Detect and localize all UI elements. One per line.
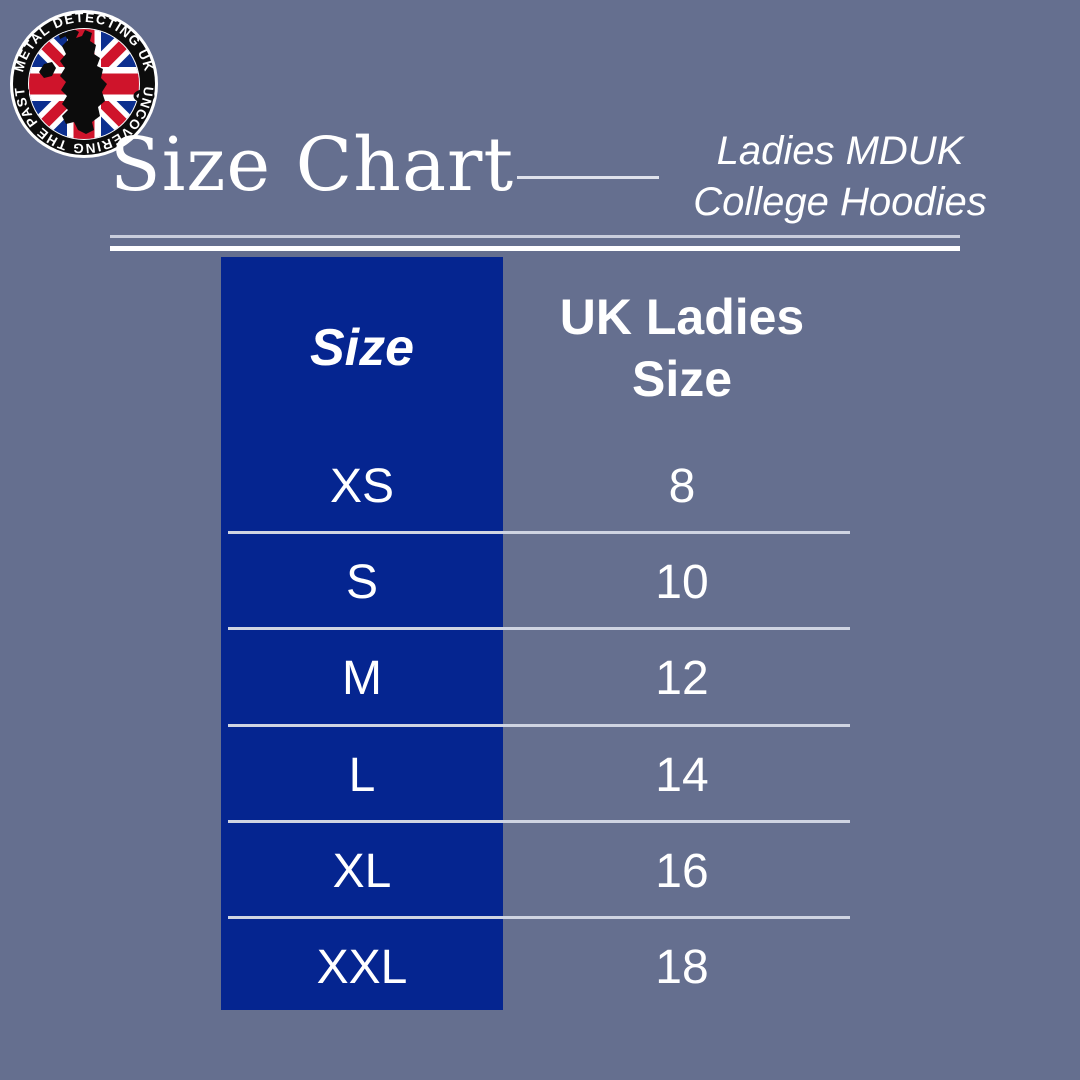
size-column-background: [221, 257, 503, 1010]
table-row: XS 8: [221, 439, 861, 535]
table-header-row: Size UK Ladies Size: [221, 257, 861, 439]
cell-uk-size: 8: [668, 460, 696, 513]
size-chart-table: Size UK Ladies Size XS 8 S 10 M 12 L 14 …: [0, 257, 1080, 1010]
cell-uk-size: 10: [655, 556, 709, 609]
table-row: XXL 18: [221, 920, 861, 1016]
cell-uk-size: 12: [655, 652, 709, 705]
column-header-size: Size: [309, 319, 415, 377]
page-header: Size Chart Ladies MDUK College Hoodies: [0, 120, 1080, 240]
row-divider: [228, 820, 850, 823]
column-header-uk-ladies-size: UK Ladies Size: [559, 289, 805, 407]
cell-uk-size: 18: [655, 941, 709, 994]
table-row: S 10: [221, 535, 861, 631]
cell-uk-size: 16: [655, 845, 709, 898]
spade-icon: [19, 61, 29, 100]
cell-uk-size: 14: [655, 749, 709, 802]
page-subtitle: Ladies MDUK College Hoodies: [660, 126, 1020, 228]
row-divider: [228, 531, 850, 534]
subtitle-line-2: College Hoodies: [693, 180, 987, 224]
table-row: L 14: [221, 728, 861, 824]
page-title: Size Chart: [110, 122, 515, 208]
subtitle-line-1: Ladies MDUK: [716, 129, 964, 173]
cell-size: M: [342, 652, 382, 705]
row-divider: [228, 627, 850, 630]
cell-size: XXL: [316, 941, 408, 994]
row-divider: [228, 916, 850, 919]
brand-logo: METAL DETECTING UK UNCOVERING THE PAST: [6, 6, 162, 162]
table-row: M 12: [221, 631, 861, 727]
table-grid: Size UK Ladies Size XS 8 S 10 M 12 L 14 …: [221, 257, 861, 1010]
header-rule-thin: [110, 235, 960, 238]
cell-size: L: [348, 749, 376, 802]
cell-size: S: [345, 556, 378, 609]
header-rule-thick: [110, 246, 960, 251]
table-row: XL 16: [221, 824, 861, 920]
cell-size: XS: [329, 460, 395, 513]
metal-detector-icon: [133, 58, 155, 103]
cell-size: XL: [332, 845, 392, 898]
title-divider-dash: [517, 176, 659, 179]
row-divider: [228, 724, 850, 727]
uk-map-silhouette: [39, 29, 107, 134]
